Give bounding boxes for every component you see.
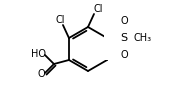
Text: O: O: [38, 69, 45, 79]
Text: Cl: Cl: [55, 15, 65, 25]
Text: O: O: [120, 16, 128, 26]
Text: O: O: [120, 50, 128, 60]
Text: S: S: [120, 33, 128, 43]
Text: HO: HO: [31, 49, 46, 59]
Text: Cl: Cl: [93, 4, 103, 14]
Text: CH₃: CH₃: [134, 33, 152, 43]
